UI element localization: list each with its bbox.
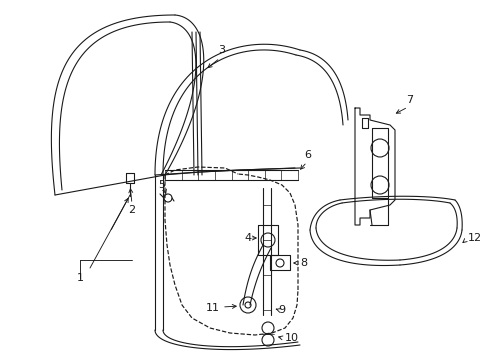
Text: 5: 5	[158, 180, 164, 190]
Text: 1: 1	[76, 273, 83, 283]
Text: 7: 7	[406, 95, 413, 105]
Text: 11: 11	[205, 303, 220, 313]
Text: 4: 4	[244, 233, 251, 243]
Text: 12: 12	[467, 233, 481, 243]
Text: 10: 10	[285, 333, 298, 343]
Text: 3: 3	[218, 45, 225, 55]
Text: 8: 8	[299, 258, 306, 268]
Text: 6: 6	[304, 150, 311, 160]
Text: 2: 2	[128, 205, 135, 215]
Text: 9: 9	[278, 305, 285, 315]
